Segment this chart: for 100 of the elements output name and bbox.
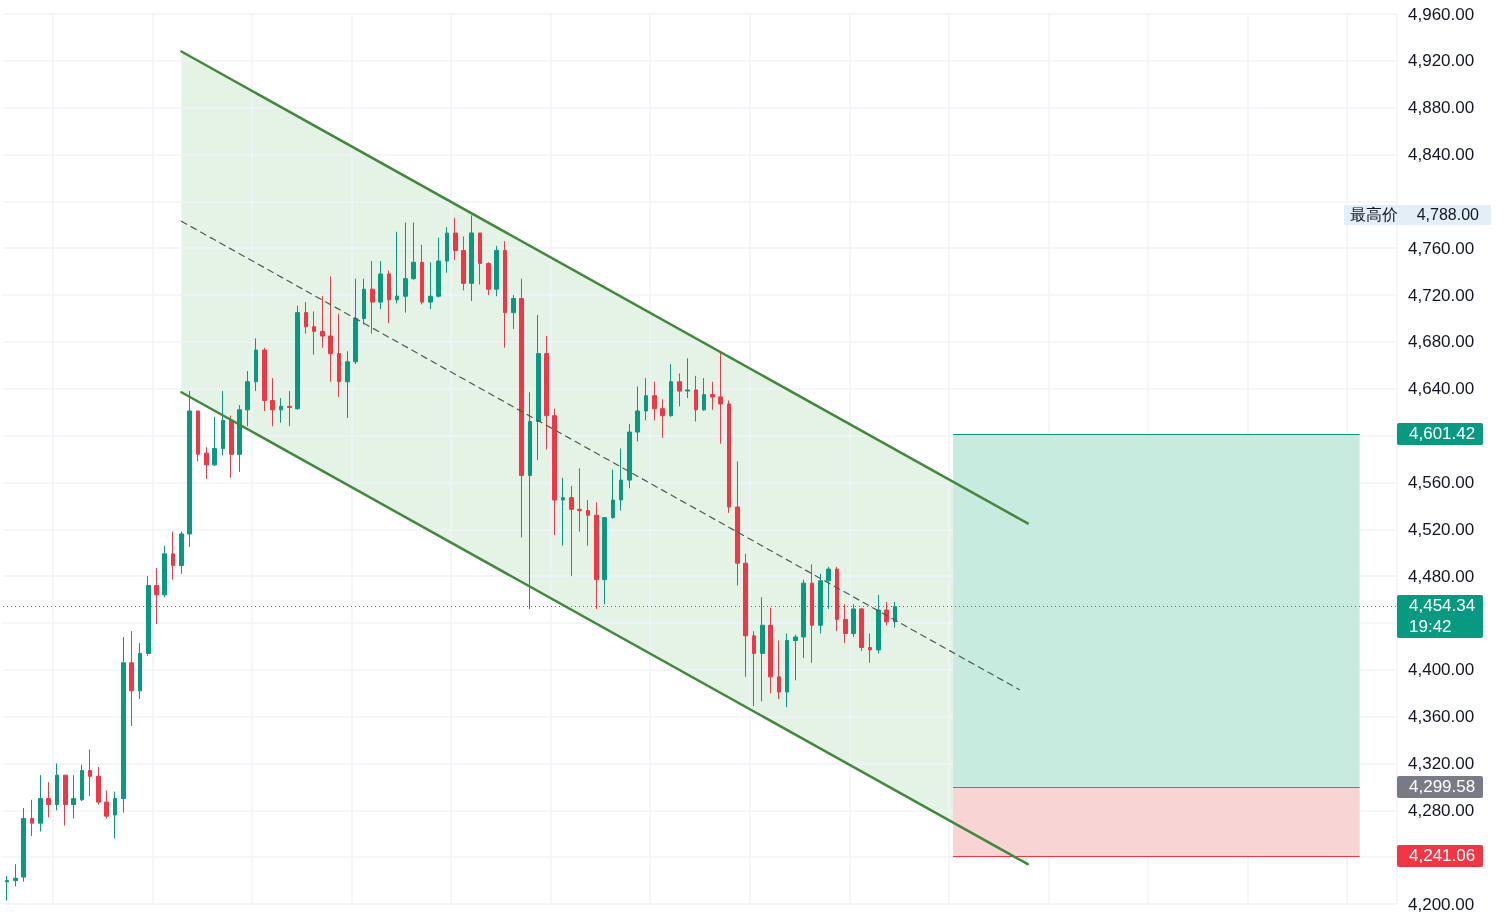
candlestick xyxy=(669,363,673,418)
ref-line-label: 4,601.42 xyxy=(1409,422,1476,444)
candlestick xyxy=(486,261,491,296)
ref-line-label: 4,241.06 xyxy=(1409,844,1476,866)
candlestick xyxy=(503,240,507,349)
candlestick xyxy=(602,517,607,605)
candlestick xyxy=(337,313,341,398)
candlestick xyxy=(735,460,740,586)
candlestick xyxy=(113,791,117,839)
y-tick-label: 4,560.00 xyxy=(1408,472,1475,492)
candlestick xyxy=(96,766,101,805)
ref-line-label: 4,454.34 xyxy=(1409,595,1476,617)
candlestick xyxy=(569,485,574,577)
candlestick xyxy=(777,640,781,700)
candlestick xyxy=(245,370,250,427)
y-tick-label: 4,280.00 xyxy=(1408,800,1475,820)
y-tick-label: 4,320.00 xyxy=(1408,753,1475,773)
candlestick xyxy=(453,217,458,261)
candlestick xyxy=(461,236,466,291)
candlestick xyxy=(179,531,184,575)
candlestick xyxy=(279,397,283,424)
candlestick xyxy=(328,275,333,383)
candlestick xyxy=(710,381,715,411)
y-tick-label: 4,920.00 xyxy=(1408,51,1475,71)
candlestick xyxy=(702,377,706,412)
candlestick xyxy=(129,630,134,727)
text: 19:42 xyxy=(1409,616,1453,638)
candlestick xyxy=(13,863,18,887)
candlestick xyxy=(378,260,383,310)
candlestick xyxy=(635,385,640,442)
candlestick xyxy=(859,607,864,652)
y-tick-label: 4,680.00 xyxy=(1408,332,1475,352)
candlestick xyxy=(420,244,424,305)
candlestick xyxy=(187,390,192,548)
candlestick xyxy=(229,415,234,479)
candlestick xyxy=(519,278,524,538)
candlestick xyxy=(586,499,590,547)
y-tick-label: 4,840.00 xyxy=(1408,145,1475,165)
candlestick xyxy=(171,531,175,581)
candlestick xyxy=(362,278,366,325)
candlestick xyxy=(478,232,482,286)
candlestick xyxy=(843,603,848,644)
candlestick xyxy=(345,350,350,419)
candlestick xyxy=(694,375,698,423)
candlestick xyxy=(55,762,59,811)
candlestick xyxy=(785,632,789,708)
candlestick xyxy=(212,416,217,467)
candlestick xyxy=(138,642,142,700)
candlestick xyxy=(204,446,209,480)
candlestick xyxy=(445,226,449,274)
candlestick xyxy=(403,221,408,314)
annotation: 最高价 4,788.00 xyxy=(1344,205,1491,226)
candlestick xyxy=(743,553,748,678)
candlestick xyxy=(312,310,316,356)
candlestick xyxy=(436,237,441,298)
ref-line-label: 4,299.58 xyxy=(1409,776,1476,798)
candlestick xyxy=(868,632,872,664)
candlestick xyxy=(221,390,225,456)
candlestick xyxy=(793,634,798,681)
candlestick xyxy=(428,261,433,310)
y-tick-label: 4,760.00 xyxy=(1408,238,1475,258)
candlestick xyxy=(370,260,375,335)
candlestick xyxy=(652,381,657,421)
y-tick-label: 4,960.00 xyxy=(1408,4,1475,24)
y-tick-label: 4,640.00 xyxy=(1408,379,1475,399)
candlestick xyxy=(727,399,731,514)
candlestick xyxy=(80,764,84,802)
candlestick xyxy=(411,221,416,281)
candlestick xyxy=(304,301,308,335)
candlestick xyxy=(387,269,391,324)
candlestick xyxy=(677,373,682,407)
candlestick xyxy=(254,337,258,392)
candlestick xyxy=(162,545,167,598)
candlestick xyxy=(71,774,76,820)
candlestick xyxy=(30,799,34,837)
y-tick-label: 4,520.00 xyxy=(1408,519,1475,539)
candlestick xyxy=(353,278,358,365)
candlestick xyxy=(536,314,541,461)
candlestick xyxy=(619,447,623,512)
candlestick xyxy=(46,781,51,818)
candlestick xyxy=(660,398,665,439)
candlestick xyxy=(63,774,68,827)
candlestick xyxy=(154,567,159,625)
y-tick-label: 4,400.00 xyxy=(1408,660,1475,680)
candlestick xyxy=(835,566,839,632)
y-tick-label: 4,880.00 xyxy=(1408,98,1475,118)
candlestick xyxy=(685,357,690,399)
y-tick-label: 4,480.00 xyxy=(1408,566,1475,586)
candlestick xyxy=(552,408,557,536)
candlestick xyxy=(237,404,242,473)
candlestick xyxy=(544,335,549,451)
candlestick xyxy=(611,469,615,520)
candlestick xyxy=(752,630,756,707)
candlestick xyxy=(320,295,325,349)
y-tick-label: 4,360.00 xyxy=(1408,707,1475,727)
candlestick xyxy=(88,748,92,797)
candlestick xyxy=(577,467,582,533)
candlestick xyxy=(627,423,632,489)
candlestick xyxy=(104,789,109,820)
candlestick xyxy=(718,351,723,445)
